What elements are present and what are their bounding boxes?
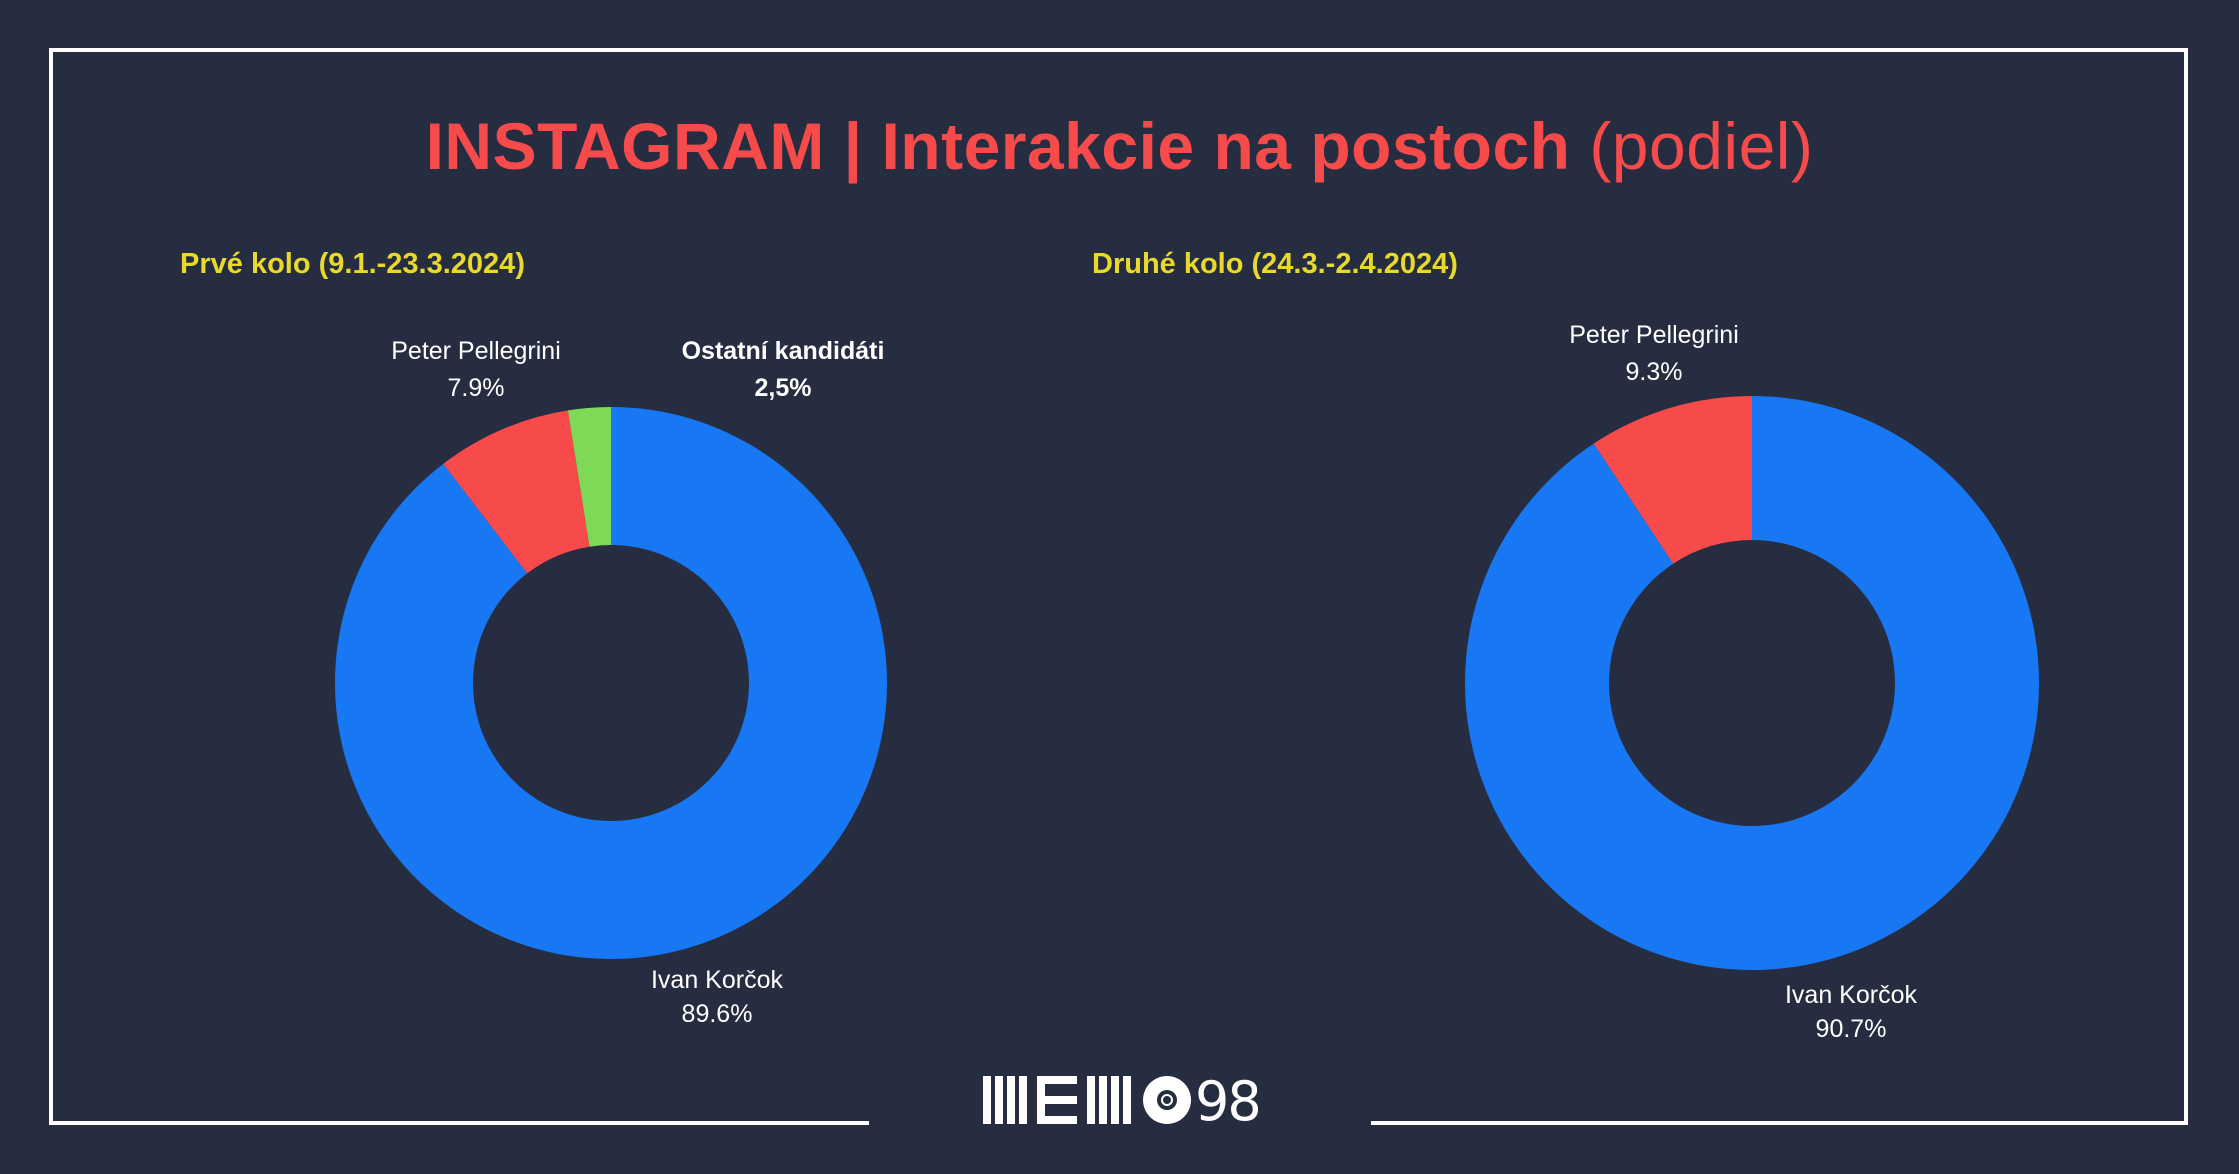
slice-name-label: Peter Pellegrini [1569, 321, 1739, 349]
chart-1-title: Prvé kolo (9.1.-23.3.2024) [180, 248, 525, 280]
frame-top [49, 48, 2188, 52]
slice-name-label: Ivan Korčok [651, 966, 784, 994]
slice-name-label: Peter Pellegrini [391, 337, 561, 365]
slice-name-label: Ostatní kandidáti [682, 337, 885, 365]
slice-value-label: 7.9% [448, 374, 505, 402]
title-main: INSTAGRAM | Interakcie na postoch [425, 109, 1571, 183]
slice-peter-pellegrini [443, 410, 590, 574]
slice-value-label: 9.3% [1626, 358, 1683, 386]
page-title: INSTAGRAM | Interakcie na postoch (podie… [0, 108, 2239, 184]
logo-number: 98 [1195, 1070, 1262, 1133]
slice-value-label: 89.6% [682, 1000, 753, 1028]
logo-circle-icon [1143, 1076, 1191, 1124]
donut-chart-first-round: Ivan Korčok 89.6% Peter Pellegrini 7.9% Osta… [334, 337, 887, 1028]
donut-chart-second-round: Ivan Korčok 90.7% Peter Pellegrini 9.3% [1465, 321, 2039, 1043]
frame-left [49, 48, 53, 1125]
slice-value-label: 90.7% [1816, 1015, 1887, 1043]
frame-right [2184, 48, 2188, 1125]
slice-ivan-kor-ok [1465, 395, 2039, 970]
slice-peter-pellegrini [1593, 396, 1752, 564]
title-suffix: (podiel) [1589, 109, 1814, 183]
slice-ivan-kor-ok [334, 407, 887, 959]
slice-name-label: Ivan Korčok [1785, 981, 1918, 1009]
slice-value-label: 2,5% [755, 374, 812, 402]
frame-bottom-left [49, 1121, 869, 1125]
chart-2-title: Druhé kolo (24.3.-2.4.2024) [1092, 248, 1458, 280]
frame-bottom-right [1371, 1121, 2188, 1125]
slice-ostatn-kandid-ti [567, 407, 611, 547]
